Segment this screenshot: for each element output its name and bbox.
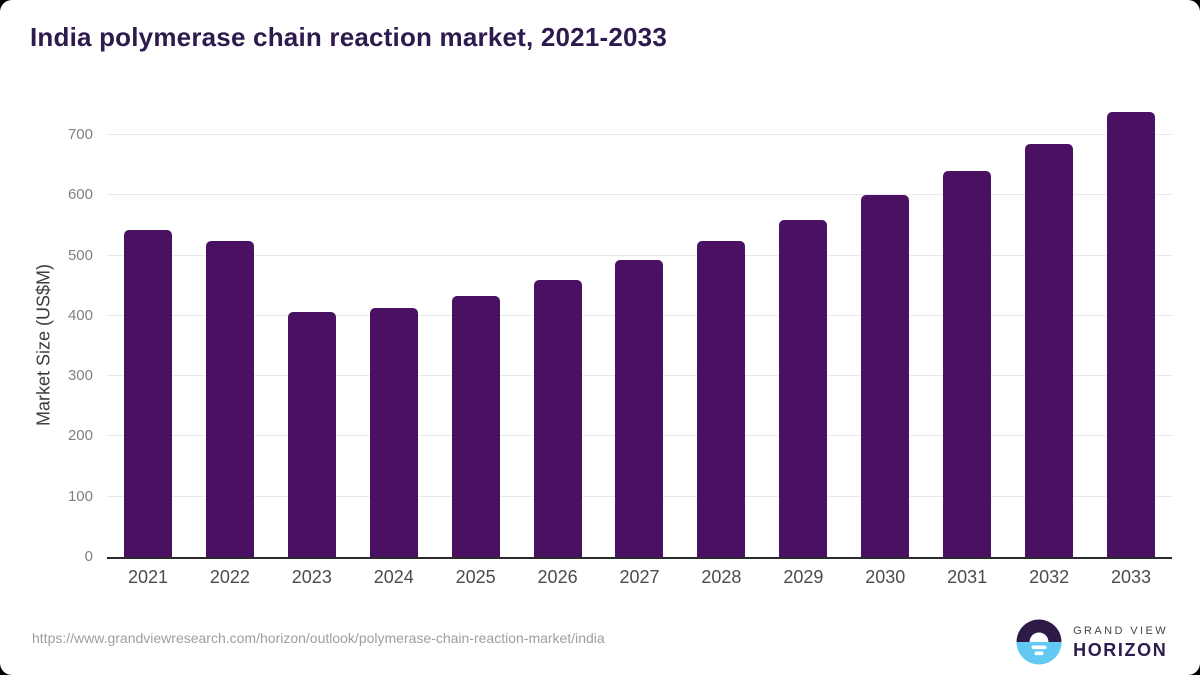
bar-slot xyxy=(353,105,435,557)
bar-2031[interactable] xyxy=(943,171,992,557)
bar-2026[interactable] xyxy=(533,280,582,557)
bar-slot xyxy=(271,105,353,557)
x-tick-label: 2025 xyxy=(455,567,496,587)
y-tick-label: 200 xyxy=(67,427,93,445)
gridline xyxy=(107,254,1172,256)
bar-slot xyxy=(1008,105,1090,557)
brand-logo: GRAND VIEW HORIZON xyxy=(1015,618,1168,666)
bar-slot xyxy=(599,105,681,557)
logo-grand-view-text: GRAND VIEW xyxy=(1073,624,1168,637)
bar-2021[interactable] xyxy=(123,230,172,557)
x-tick-label: 2021 xyxy=(127,567,168,587)
bar-2024[interactable] xyxy=(369,308,418,557)
gridline xyxy=(107,134,1172,136)
bar-2027[interactable] xyxy=(615,260,664,557)
bar-2033[interactable] xyxy=(1107,112,1156,557)
x-tick-label: 2029 xyxy=(783,567,824,587)
bar-slot xyxy=(680,105,762,557)
bar-2022[interactable] xyxy=(205,241,254,557)
x-tick-label: 2028 xyxy=(701,567,742,587)
bar-slot xyxy=(107,105,189,557)
y-tick-label: 700 xyxy=(67,126,93,144)
brand-logo-text: GRAND VIEW HORIZON xyxy=(1073,624,1168,660)
x-tick-label: 2030 xyxy=(865,567,906,587)
plot-area: 0 100 200 300 400 500 600 700 xyxy=(68,105,1172,565)
logo-horizon-text: HORIZON xyxy=(1073,639,1168,660)
y-tick-label: 100 xyxy=(67,487,93,505)
y-tick-label: 500 xyxy=(67,246,93,264)
page-title: India polymerase chain reaction market, … xyxy=(30,22,667,52)
bar-slot xyxy=(844,105,926,557)
bar-2023[interactable] xyxy=(287,312,336,557)
x-tick-label: 2026 xyxy=(537,567,578,587)
x-tick-label: 2033 xyxy=(1111,567,1152,587)
x-tick-label: 2024 xyxy=(373,567,414,587)
x-tick-label: 2023 xyxy=(291,567,332,587)
bar-2025[interactable] xyxy=(451,296,500,557)
bar-2029[interactable] xyxy=(779,220,828,557)
y-tick-label: 400 xyxy=(67,306,93,324)
y-tick-label: 0 xyxy=(84,548,93,565)
x-tick-label: 2027 xyxy=(619,567,660,587)
y-tick-label: 600 xyxy=(67,186,93,204)
bar-2028[interactable] xyxy=(697,241,746,557)
gridline xyxy=(107,194,1172,196)
x-tick-label: 2022 xyxy=(209,567,250,587)
source-url-link[interactable]: https://www.grandviewresearch.com/horizo… xyxy=(32,630,605,646)
bar-2030[interactable] xyxy=(861,195,910,557)
bar-2032[interactable] xyxy=(1025,144,1074,557)
bar-slot xyxy=(517,105,599,557)
bar-slot xyxy=(1090,105,1172,557)
x-tick-label: 2032 xyxy=(1029,567,1070,587)
x-tick-label: 2031 xyxy=(947,567,988,587)
bar-slot xyxy=(926,105,1008,557)
horizon-sunrise-icon xyxy=(1016,619,1062,665)
x-axis-labels: 2021 2022 2023 2024 2025 2026 2027 2028 2029 2030… xyxy=(107,567,1172,588)
bar-slot xyxy=(762,105,844,557)
y-axis-label: Market Size (US$M) xyxy=(33,263,54,427)
bars-container xyxy=(107,105,1172,557)
bar-slot xyxy=(189,105,271,557)
y-tick-label: 300 xyxy=(67,367,93,385)
bar-slot xyxy=(435,105,517,557)
